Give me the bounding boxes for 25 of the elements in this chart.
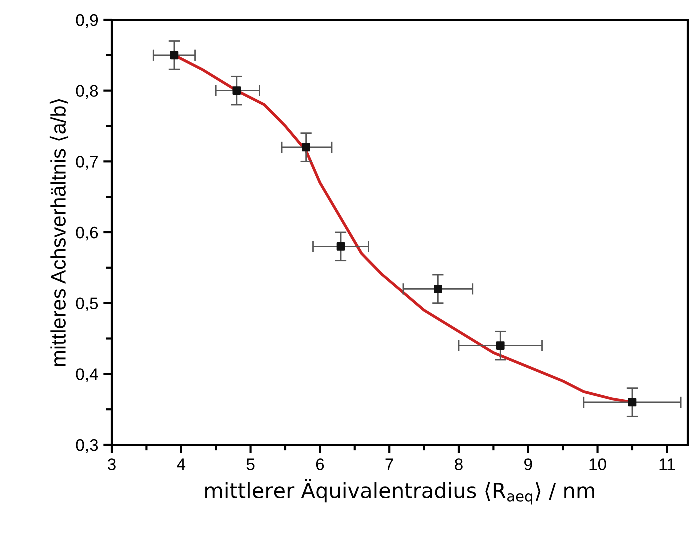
- y-tick-label: 0,3: [76, 439, 98, 454]
- x-tick-label: 8: [455, 458, 463, 470]
- y-tick-label: 0,4: [76, 368, 98, 382]
- y-tick-label: 0,7: [76, 156, 98, 170]
- x-tick-label: 11: [660, 458, 676, 470]
- y-tick-label: 0,5: [76, 298, 98, 312]
- point: [496, 342, 505, 350]
- x-tick-label: 4: [177, 458, 186, 470]
- x-axis-title: mittlerer Äquivalentradius ⟨R$_{aeq}$⟩ / nm: [206, 479, 594, 505]
- y-tick-label: 0,9: [76, 14, 98, 28]
- x-tick-label: 6: [316, 458, 324, 470]
- x-tick-label: 3: [108, 458, 116, 470]
- x-tick-label: 7: [386, 458, 394, 470]
- point: [170, 51, 179, 60]
- point: [336, 242, 346, 251]
- y-tick-label: 0,6: [76, 226, 98, 241]
- point: [434, 285, 442, 294]
- point: [302, 143, 310, 152]
- x-tick-label: 5: [246, 458, 255, 470]
- point: [232, 86, 242, 95]
- point: [628, 398, 637, 407]
- x-tick-label: 10: [590, 458, 606, 470]
- y-axis-title: mittleres Achsverhältnis ⟨a/b⟩: [50, 99, 69, 366]
- y-tick-label: 0,8: [76, 85, 98, 100]
- x-tick-label: 9: [524, 458, 532, 470]
